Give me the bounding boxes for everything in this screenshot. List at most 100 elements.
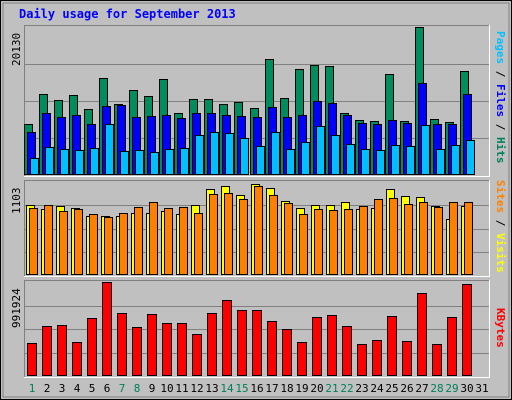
bar-kbytes-day-17 bbox=[267, 321, 277, 376]
x-tick-label-day-11: 11 bbox=[175, 382, 189, 395]
panel-kbytes bbox=[24, 280, 490, 378]
legend-entry: Sites bbox=[494, 180, 507, 214]
x-tick-label-day-21: 21 bbox=[325, 382, 339, 395]
bar-kbytes-day-14 bbox=[222, 300, 232, 376]
x-axis: 1 2 3 4 5 6 7 8 9 10 11 12 13 14 15 16 17 18 19 20 21 22 23 24 2… bbox=[0, 382, 512, 396]
bar-kbytes-day-8 bbox=[132, 327, 142, 376]
bar-pages-day-3 bbox=[60, 149, 69, 175]
x-tick-label-day-22: 22 bbox=[340, 382, 354, 395]
x-tick-label-day-18: 18 bbox=[280, 382, 294, 395]
bar-kbytes-day-12 bbox=[192, 334, 202, 376]
bar-pages-day-18 bbox=[286, 149, 295, 175]
x-tick-label-day-7: 7 bbox=[118, 382, 126, 395]
bar-sites-day-5 bbox=[89, 214, 98, 275]
bar-pages-day-30 bbox=[466, 140, 475, 175]
bar-kbytes-day-3 bbox=[57, 325, 67, 376]
x-tick-label-day-24: 24 bbox=[370, 382, 384, 395]
chart-panels bbox=[24, 25, 490, 378]
x-tick-label-day-8: 8 bbox=[133, 382, 141, 395]
bar-sites-day-17 bbox=[269, 195, 278, 275]
legend-entry: KBytes bbox=[494, 308, 507, 348]
bar-sites-day-9 bbox=[149, 202, 158, 275]
x-tick-label-day-12: 12 bbox=[190, 382, 204, 395]
bar-kbytes-day-10 bbox=[162, 323, 172, 376]
bar-sites-day-10 bbox=[164, 208, 173, 275]
x-tick-label-day-2: 2 bbox=[43, 382, 51, 395]
bar-kbytes-day-21 bbox=[327, 315, 337, 376]
x-tick-label-day-4: 4 bbox=[73, 382, 81, 395]
bar-sites-day-4 bbox=[74, 209, 83, 275]
bar-sites-day-11 bbox=[179, 207, 188, 275]
bar-kbytes-day-1 bbox=[27, 343, 37, 376]
x-tick-label-day-10: 10 bbox=[160, 382, 174, 395]
bar-sites-day-8 bbox=[134, 207, 143, 275]
bar-sites-day-7 bbox=[119, 213, 128, 275]
bar-pages-day-19 bbox=[301, 142, 310, 175]
bar-sites-day-26 bbox=[404, 204, 413, 275]
bar-sites-day-3 bbox=[59, 211, 68, 275]
x-tick-label-day-29: 29 bbox=[445, 382, 459, 395]
bar-sites-day-18 bbox=[284, 203, 293, 275]
x-tick-label-day-16: 16 bbox=[250, 382, 264, 395]
bar-kbytes-day-15 bbox=[237, 310, 247, 376]
legend-visits: Sites / Visits bbox=[494, 180, 507, 273]
bar-kbytes-day-18 bbox=[282, 329, 292, 376]
bar-sites-day-29 bbox=[449, 202, 458, 275]
bar-kbytes-day-11 bbox=[177, 323, 187, 376]
legend-entry: / bbox=[494, 213, 507, 233]
bar-sites-day-20 bbox=[314, 209, 323, 275]
bar-pages-day-23 bbox=[361, 149, 370, 175]
bar-kbytes-day-27 bbox=[417, 293, 427, 376]
x-tick-label-day-6: 6 bbox=[103, 382, 111, 395]
x-tick-label-day-13: 13 bbox=[205, 382, 219, 395]
x-tick-label-day-26: 26 bbox=[400, 382, 414, 395]
y-max-label-visits: 1103 bbox=[10, 187, 23, 215]
bar-sites-day-1 bbox=[29, 208, 38, 275]
bar-kbytes-day-20 bbox=[312, 317, 322, 376]
bar-pages-day-12 bbox=[195, 135, 204, 175]
bar-kbytes-day-7 bbox=[117, 313, 127, 376]
bar-sites-day-19 bbox=[299, 214, 308, 275]
bar-pages-day-9 bbox=[150, 152, 159, 175]
bar-sites-day-6 bbox=[104, 217, 113, 275]
bar-kbytes-day-2 bbox=[42, 326, 52, 376]
y-max-label-kbytes: 991924 bbox=[10, 288, 23, 328]
bar-sites-day-28 bbox=[434, 207, 443, 275]
x-tick-label-day-1: 1 bbox=[28, 382, 36, 395]
bar-pages-day-2 bbox=[45, 147, 54, 175]
bar-pages-day-14 bbox=[225, 133, 234, 175]
bar-kbytes-day-25 bbox=[387, 316, 397, 376]
bar-pages-day-1 bbox=[30, 158, 39, 175]
bar-kbytes-day-16 bbox=[252, 310, 262, 376]
legend-entry: / bbox=[494, 64, 507, 84]
legend-entry: Visits bbox=[494, 233, 507, 273]
bar-kbytes-day-22 bbox=[342, 326, 352, 376]
bar-sites-day-2 bbox=[44, 205, 53, 275]
bar-sites-day-25 bbox=[389, 198, 398, 275]
bar-kbytes-day-28 bbox=[432, 344, 442, 376]
bar-kbytes-day-6 bbox=[102, 282, 112, 376]
x-tick-label-day-15: 15 bbox=[235, 382, 249, 395]
bar-pages-day-8 bbox=[135, 150, 144, 175]
bar-pages-day-13 bbox=[210, 132, 219, 175]
legend-entry: Hits bbox=[494, 137, 507, 164]
bar-kbytes-day-24 bbox=[372, 340, 382, 376]
panel-hits bbox=[24, 25, 490, 177]
bar-sites-day-23 bbox=[359, 206, 368, 275]
legend-entry: Files bbox=[494, 84, 507, 118]
x-tick-label-day-31: 31 bbox=[475, 382, 489, 395]
x-tick-label-day-25: 25 bbox=[385, 382, 399, 395]
bar-kbytes-day-30 bbox=[462, 284, 472, 376]
bar-kbytes-day-19 bbox=[297, 342, 307, 376]
bar-pages-day-7 bbox=[120, 151, 129, 175]
x-tick-label-day-5: 5 bbox=[88, 382, 96, 395]
bar-sites-day-16 bbox=[254, 186, 263, 275]
bar-sites-day-27 bbox=[419, 202, 428, 275]
bar-pages-day-10 bbox=[165, 149, 174, 175]
chart-title: Daily usage for September 2013 bbox=[19, 7, 236, 21]
x-tick-label-day-19: 19 bbox=[295, 382, 309, 395]
legend-hits: Pages / Files / Hits bbox=[494, 31, 507, 164]
bar-pages-day-16 bbox=[256, 146, 265, 175]
bar-sites-day-22 bbox=[344, 209, 353, 275]
